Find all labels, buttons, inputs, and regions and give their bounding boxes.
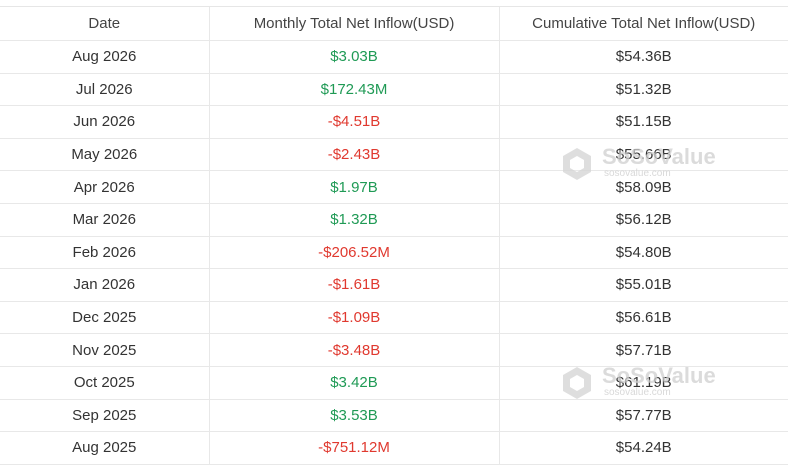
date-cell: Aug 2026 bbox=[0, 40, 210, 74]
table-container: Date Monthly Total Net Inflow(USD) Cumulat… bbox=[0, 6, 788, 465]
table-row: Jul 2026 $172.43M $51.32B bbox=[0, 73, 788, 107]
cumulative-inflow-cell: $58.09B bbox=[499, 170, 788, 204]
cumulative-inflow-cell: $56.61B bbox=[499, 301, 788, 335]
table-row: Sep 2025 $3.53B $57.77B bbox=[0, 399, 788, 433]
date-cell: Dec 2025 bbox=[0, 301, 210, 335]
table-row: Feb 2026 -$206.52M $54.80B bbox=[0, 236, 788, 270]
date-cell: Apr 2026 bbox=[0, 170, 210, 204]
monthly-inflow-cell: -$4.51B bbox=[209, 105, 500, 139]
monthly-inflow-cell: -$1.61B bbox=[209, 268, 500, 302]
cumulative-inflow-cell: $56.12B bbox=[499, 203, 788, 237]
cumulative-inflow-cell: $55.66B bbox=[499, 138, 788, 172]
monthly-inflow-cell: $172.43M bbox=[209, 73, 500, 107]
date-cell: Jan 2026 bbox=[0, 268, 210, 302]
date-cell: Mar 2026 bbox=[0, 203, 210, 237]
cumulative-inflow-cell: $51.15B bbox=[499, 105, 788, 139]
monthly-inflow-cell: $1.32B bbox=[209, 203, 500, 237]
table-row: Aug 2026 $3.03B $54.36B bbox=[0, 40, 788, 74]
cumulative-inflow-cell: $54.24B bbox=[499, 431, 788, 465]
table-row: Aug 2025 -$751.12M $54.24B bbox=[0, 431, 788, 465]
monthly-inflow-cell: $3.53B bbox=[209, 399, 500, 433]
date-cell: Sep 2025 bbox=[0, 399, 210, 433]
date-cell: Jul 2026 bbox=[0, 73, 210, 107]
table-row: May 2026 -$2.43B $55.66B bbox=[0, 138, 788, 172]
date-cell: Nov 2025 bbox=[0, 333, 210, 367]
cumulative-inflow-cell: $57.77B bbox=[499, 399, 788, 433]
date-cell: May 2026 bbox=[0, 138, 210, 172]
date-cell: Aug 2025 bbox=[0, 431, 210, 465]
table-row: Mar 2026 $1.32B $56.12B bbox=[0, 203, 788, 237]
table-row: Jun 2026 -$4.51B $51.15B bbox=[0, 105, 788, 139]
header-row: Date Monthly Total Net Inflow(USD) Cumulat… bbox=[0, 7, 788, 41]
monthly-inflow-cell: -$2.43B bbox=[209, 138, 500, 172]
monthly-inflow-cell: $3.42B bbox=[209, 366, 500, 400]
column-header: Date bbox=[0, 7, 210, 41]
monthly-inflow-cell: -$1.09B bbox=[209, 301, 500, 335]
monthly-inflow-cell: -$751.12M bbox=[209, 431, 500, 465]
table-row: Dec 2025 -$1.09B $56.61B bbox=[0, 301, 788, 335]
cumulative-inflow-cell: $54.36B bbox=[499, 40, 788, 74]
monthly-inflow-cell: $1.97B bbox=[209, 170, 500, 204]
monthly-inflow-cell: $3.03B bbox=[209, 40, 500, 74]
table-body: Aug 2026 $3.03B $54.36B Jul 2026 $172.43M $51… bbox=[0, 40, 788, 465]
column-header: Monthly Total Net Inflow(USD) bbox=[209, 7, 500, 41]
cumulative-inflow-cell: $61.19B bbox=[499, 366, 788, 400]
date-cell: Feb 2026 bbox=[0, 236, 210, 270]
cumulative-inflow-cell: $54.80B bbox=[499, 236, 788, 270]
table-row: Jan 2026 -$1.61B $55.01B bbox=[0, 268, 788, 302]
column-header: Cumulative Total Net Inflow(USD) bbox=[499, 7, 788, 41]
cumulative-inflow-cell: $55.01B bbox=[499, 268, 788, 302]
inflow-table: Date Monthly Total Net Inflow(USD) Cumulat… bbox=[0, 7, 788, 465]
monthly-inflow-cell: -$206.52M bbox=[209, 236, 500, 270]
cumulative-inflow-cell: $57.71B bbox=[499, 333, 788, 367]
table-row: Oct 2025 $3.42B $61.19B bbox=[0, 366, 788, 400]
date-cell: Jun 2026 bbox=[0, 105, 210, 139]
table-row: Nov 2025 -$3.48B $57.71B bbox=[0, 333, 788, 367]
cumulative-inflow-cell: $51.32B bbox=[499, 73, 788, 107]
date-cell: Oct 2025 bbox=[0, 366, 210, 400]
table-row: Apr 2026 $1.97B $58.09B bbox=[0, 170, 788, 204]
table-head: Date Monthly Total Net Inflow(USD) Cumulat… bbox=[0, 7, 788, 41]
monthly-inflow-cell: -$3.48B bbox=[209, 333, 500, 367]
